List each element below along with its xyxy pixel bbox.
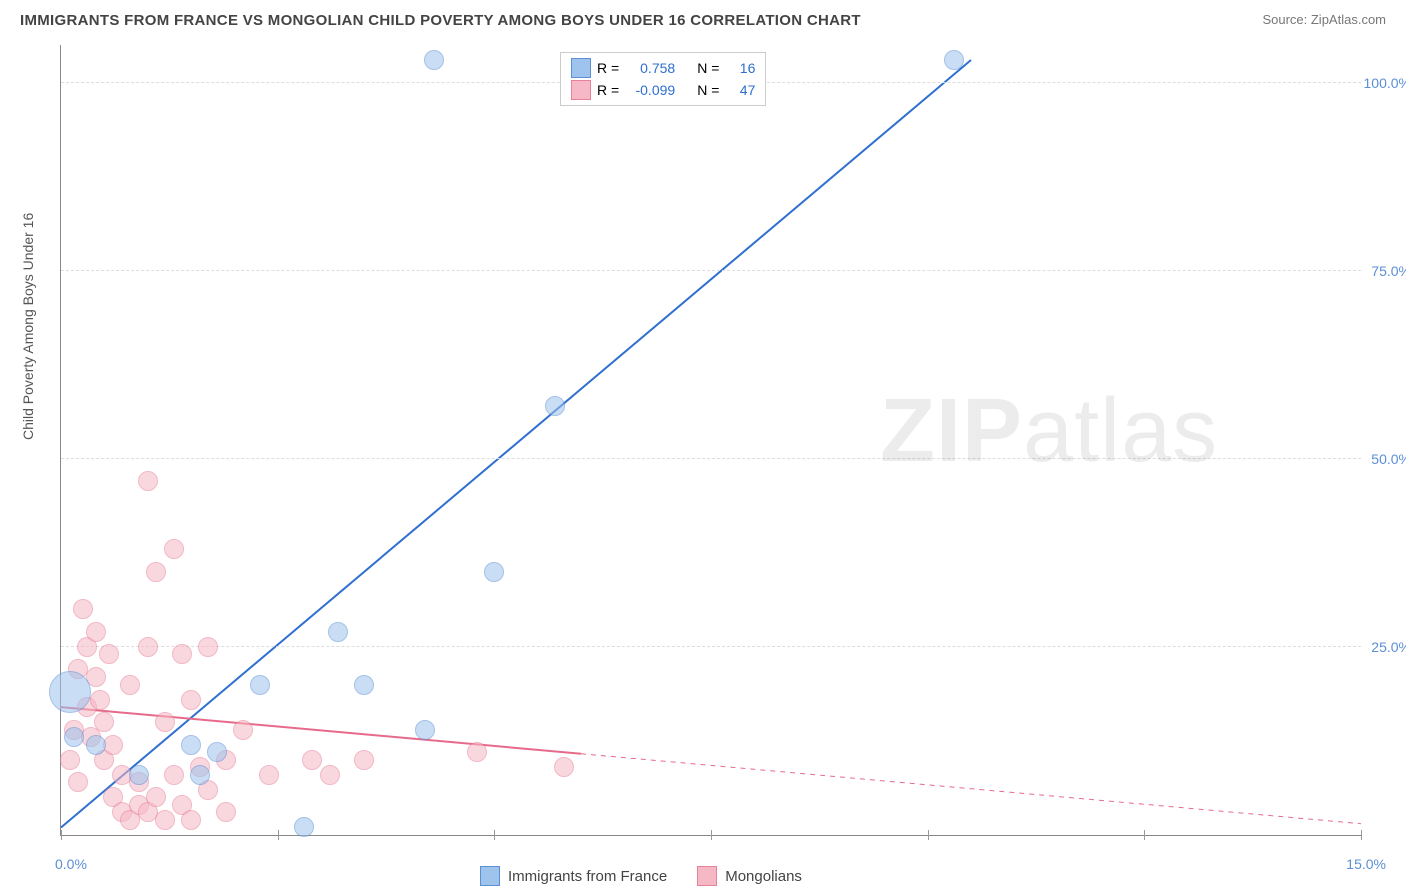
swatch-series-1 — [697, 866, 717, 886]
data-point — [164, 765, 184, 785]
data-point — [146, 787, 166, 807]
correlation-legend: R = 0.758 N = 16 R = -0.099 N = 47 — [560, 52, 766, 106]
data-point — [155, 810, 175, 830]
data-point — [259, 765, 279, 785]
data-point — [172, 644, 192, 664]
data-point — [216, 802, 236, 822]
data-point — [545, 396, 565, 416]
data-point — [484, 562, 504, 582]
y-tick-label: 100.0% — [1363, 75, 1406, 91]
r-value-1: -0.099 — [625, 82, 675, 98]
legend-label-0: Immigrants from France — [508, 868, 667, 885]
data-point — [138, 471, 158, 491]
data-point — [68, 772, 88, 792]
r-value-0: 0.758 — [625, 60, 675, 76]
data-point — [233, 720, 253, 740]
data-point — [155, 712, 175, 732]
data-point — [64, 727, 84, 747]
x-tick — [1144, 830, 1145, 840]
y-tick-label: 75.0% — [1363, 263, 1406, 279]
data-point — [467, 742, 487, 762]
data-point — [103, 735, 123, 755]
data-point — [198, 637, 218, 657]
data-point — [250, 675, 270, 695]
y-tick-label: 25.0% — [1363, 639, 1406, 655]
x-tick — [494, 830, 495, 840]
n-value-0: 16 — [725, 60, 755, 76]
data-point — [181, 810, 201, 830]
data-point — [944, 50, 964, 70]
data-point — [99, 644, 119, 664]
data-point — [320, 765, 340, 785]
series-legend: Immigrants from France Mongolians — [480, 866, 802, 886]
y-axis-label: Child Poverty Among Boys Under 16 — [20, 213, 36, 440]
x-axis-end-label: 15.0% — [1346, 856, 1386, 872]
x-tick — [928, 830, 929, 840]
gridline — [61, 458, 1361, 459]
data-point — [328, 622, 348, 642]
n-label: N = — [697, 60, 719, 76]
data-point — [294, 817, 314, 837]
y-tick-label: 50.0% — [1363, 451, 1406, 467]
data-point — [129, 765, 149, 785]
x-tick — [278, 830, 279, 840]
data-point — [73, 599, 93, 619]
data-point — [424, 50, 444, 70]
legend-item-0: Immigrants from France — [480, 866, 667, 886]
n-value-1: 47 — [725, 82, 755, 98]
x-axis-start-label: 0.0% — [55, 856, 87, 872]
data-point — [207, 742, 227, 762]
legend-label-1: Mongolians — [725, 868, 802, 885]
data-point — [164, 539, 184, 559]
data-point — [554, 757, 574, 777]
data-point — [120, 675, 140, 695]
legend-row-series-0: R = 0.758 N = 16 — [571, 57, 755, 79]
data-point — [354, 750, 374, 770]
swatch-series-0 — [480, 866, 500, 886]
data-point — [181, 690, 201, 710]
swatch-series-1 — [571, 80, 591, 100]
legend-item-1: Mongolians — [697, 866, 802, 886]
scatter-plot-area: 25.0%50.0%75.0%100.0% — [60, 45, 1361, 836]
r-label: R = — [597, 60, 619, 76]
data-point — [181, 735, 201, 755]
n-label: N = — [697, 82, 719, 98]
data-point — [90, 690, 110, 710]
x-tick — [61, 830, 62, 840]
source-attribution: Source: ZipAtlas.com — [1262, 12, 1386, 27]
chart-title: IMMIGRANTS FROM FRANCE VS MONGOLIAN CHIL… — [20, 12, 861, 29]
data-point — [146, 562, 166, 582]
gridline — [61, 270, 1361, 271]
data-point — [415, 720, 435, 740]
trend-lines-svg — [61, 45, 1361, 835]
x-tick — [1361, 830, 1362, 840]
gridline — [61, 646, 1361, 647]
data-point — [138, 637, 158, 657]
data-point — [86, 622, 106, 642]
data-point — [60, 750, 80, 770]
data-point — [94, 712, 114, 732]
x-tick — [711, 830, 712, 840]
data-point — [354, 675, 374, 695]
data-point — [190, 765, 210, 785]
data-point — [49, 671, 91, 713]
data-point — [86, 735, 106, 755]
r-label: R = — [597, 82, 619, 98]
data-point — [302, 750, 322, 770]
legend-row-series-1: R = -0.099 N = 47 — [571, 79, 755, 101]
swatch-series-0 — [571, 58, 591, 78]
